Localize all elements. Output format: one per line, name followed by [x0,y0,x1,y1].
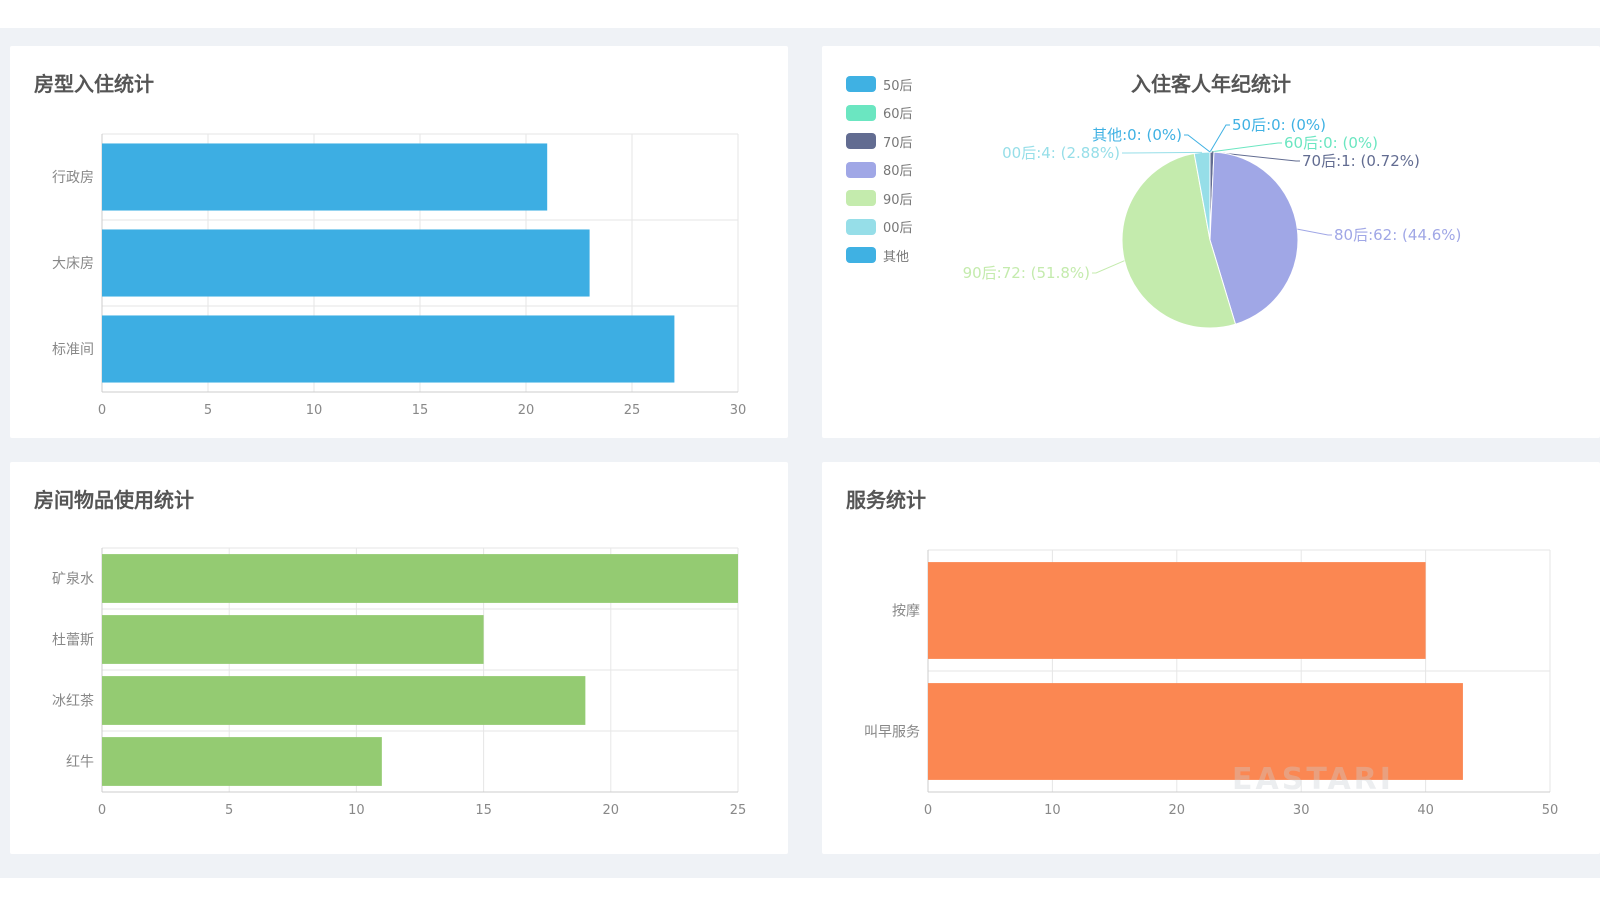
x-tick-label: 0 [98,803,106,818]
category-label: 矿泉水 [52,571,94,588]
x-tick-label: 20 [603,803,620,818]
legend-item[interactable]: 60后 [846,99,913,128]
x-tick-label: 50 [1542,803,1559,818]
category-label: 叫早服务 [864,725,920,741]
bar [102,554,738,603]
category-label: 行政房 [52,170,94,186]
room-type-title: 房型入住统计 [34,72,154,96]
age-pie-chart: 50后:0: (0%)60后:0: (0%)70后:1: (0.72%) 80后:… [963,116,1461,329]
bar [102,143,548,211]
category-label: 按摩 [892,603,920,620]
bar [102,737,382,786]
legend-label: 50后 [883,78,913,94]
pie-slice [1121,152,1237,329]
x-tick-label: 30 [1293,803,1310,818]
legend-item[interactable]: 50后 [846,70,913,99]
legend-swatch [846,104,876,121]
category-label: 冰红茶 [52,694,94,710]
pie-label: 00后:4: (2.88%) [1002,144,1120,162]
legend-item[interactable]: 其他 [846,241,913,270]
age-panel: 50后 60后 70后 80后 90后 00后其他 入住客人年纪统计 50后:0: (0%… [822,46,1600,438]
legend-item[interactable]: 80后 [846,156,913,185]
x-tick-label: 25 [624,403,641,418]
pie-label: 其他:0: (0%) [1092,126,1182,144]
pie-label-line [1092,260,1125,274]
legend-swatch [846,161,876,178]
legend-label: 70后 [883,135,913,151]
legend-label: 60后 [883,107,913,123]
pie-label-line [1184,134,1211,153]
x-tick-label: 15 [412,403,429,418]
legend-swatch [846,247,876,264]
x-tick-label: 10 [348,803,365,818]
items-panel: 房间物品使用统计 0 5 10 15 20 25 矿泉水杜蕾斯冰红茶红牛 [10,462,788,854]
pie-label-line [1209,142,1282,153]
category-label: 大床房 [52,256,94,272]
category-label: 红牛 [66,755,94,771]
legend-swatch [846,133,876,150]
x-tick-label: 5 [225,803,233,818]
bar [102,229,590,297]
service-panel: 服务统计 0 10 20 30 40 50 按摩叫早服务 EASTARI [822,462,1600,854]
category-label: 标准间 [52,342,94,358]
bar [102,315,675,383]
legend-swatch [846,190,876,207]
x-tick-label: 20 [518,403,535,418]
x-tick-label: 10 [1044,803,1061,818]
age-title: 入住客人年纪统计 [1131,72,1291,96]
service-title: 服务统计 [846,488,926,512]
bar [928,683,1463,780]
legend-label: 其他 [883,249,910,265]
pie-label: 50后:0: (0%) [1232,116,1326,134]
pie-label-line [1297,228,1332,236]
legend-swatch [846,218,876,235]
bar [102,676,586,725]
x-tick-label: 0 [98,403,106,418]
age-legend: 50后 60后 70后 80后 90后 00后其他 [846,70,913,270]
bar [102,615,484,664]
pie-label-line [1209,124,1230,153]
x-tick-label: 20 [1169,803,1186,818]
bar [928,562,1426,659]
legend-label: 80后 [883,164,913,180]
watermark: EASTARI [1232,762,1394,797]
legend-item[interactable]: 90后 [846,184,913,213]
category-label: 杜蕾斯 [52,633,94,649]
room-type-panel: 房型入住统计 0 5 10 15 20 25 30 行政房大床房标准间 [10,46,788,438]
x-tick-label: 30 [730,403,747,418]
x-tick-label: 5 [204,403,212,418]
x-tick-label: 15 [475,803,492,818]
pie-label-line [1122,151,1203,154]
pie-label: 80后:62: (44.6%) [1334,226,1461,244]
items-title: 房间物品使用统计 [34,488,194,512]
legend-label: 90后 [883,192,913,208]
legend-label: 00后 [883,221,913,237]
pie-label: 90后:72: (51.8%) [963,264,1090,282]
pie-label: 70后:1: (0.72%) [1302,152,1420,170]
legend-item[interactable]: 70后 [846,127,913,156]
pie-label-line [1211,151,1300,162]
pie-label: 60后:0: (0%) [1284,134,1378,152]
x-tick-label: 10 [306,403,323,418]
x-tick-label: 40 [1417,803,1434,818]
legend-item[interactable]: 00后 [846,213,913,242]
x-tick-label: 25 [730,803,747,818]
legend-swatch [846,76,876,93]
x-tick-label: 0 [924,803,932,818]
